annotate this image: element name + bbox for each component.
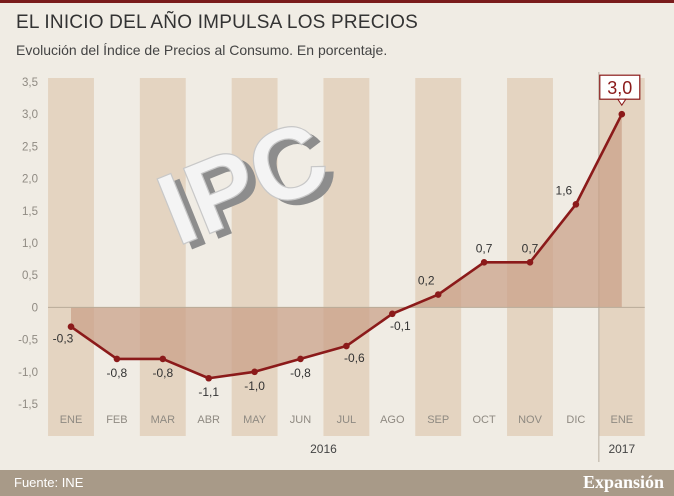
month-label: MAR <box>151 414 176 426</box>
month-label: FEB <box>106 414 127 426</box>
data-point <box>526 259 534 266</box>
month-stripe <box>231 78 278 436</box>
area-shape <box>71 114 622 379</box>
data-point <box>480 259 488 266</box>
data-point <box>434 291 442 298</box>
brand-logo: Expansión <box>582 472 664 492</box>
data-label: 0,7 <box>522 241 539 255</box>
month-label: JUL <box>337 414 357 426</box>
y-tick-label: 0 <box>32 302 38 314</box>
data-point <box>113 355 121 363</box>
ipc-line-chart: IPC IPC 3,53,02,52,01,51,00,50-0,5-1,0-1… <box>18 72 645 462</box>
month-stripe <box>415 78 462 436</box>
y-tick-label: -1,0 <box>18 367 38 379</box>
y-tick-label: 0,5 <box>22 270 38 282</box>
data-point <box>618 110 626 118</box>
y-tick-label: 2,0 <box>22 174 38 186</box>
data-label: -0,8 <box>107 366 128 380</box>
source-note: Fuente: INE <box>14 475 84 490</box>
y-tick-label: -1,5 <box>18 399 38 411</box>
data-label: 1,6 <box>556 183 573 197</box>
month-label: DIC <box>566 414 585 426</box>
data-point <box>297 355 304 363</box>
data-point <box>67 323 75 331</box>
y-tick-label: 1,5 <box>22 206 38 218</box>
data-label: -0,8 <box>290 366 311 380</box>
data-label: -0,6 <box>344 351 365 365</box>
y-tick-label: 3,0 <box>22 109 38 121</box>
data-point <box>205 374 212 382</box>
last-value-callout: 3,0 <box>599 74 641 107</box>
month-stripe <box>139 78 186 436</box>
y-tick-label: 2,5 <box>22 141 38 153</box>
month-label: AGO <box>380 414 405 426</box>
month-stripe <box>323 78 370 436</box>
data-label: 0,7 <box>476 241 493 255</box>
y-axis-ticks: 3,5 3,0 2,5 2,0 1,5 1,0 0,5 0 -0,5 -1,0 -1,5 <box>18 77 38 411</box>
ipc-series-points <box>67 110 626 382</box>
y-tick-label: 1,0 <box>22 238 38 250</box>
month-label: SEP <box>427 414 449 426</box>
year-label: 2016 <box>310 442 337 456</box>
data-label: -1,1 <box>198 385 219 399</box>
data-point <box>572 201 580 208</box>
month-label: ENE <box>610 414 633 426</box>
chart-subtitle: Evolución del Índice de Precios al Consu… <box>16 42 388 58</box>
data-point <box>343 342 350 350</box>
month-label: NOV <box>518 414 543 426</box>
year-label: 2017 <box>608 442 635 456</box>
month-label: OCT <box>472 414 496 426</box>
month-label: ABR <box>197 414 220 426</box>
x-axis-year-labels: 2016 2017 <box>310 442 635 456</box>
last-value-label: 3,0 <box>607 78 632 98</box>
month-stripe <box>48 78 94 436</box>
y-tick-label: -0,5 <box>18 335 38 347</box>
data-label: -0,8 <box>152 366 173 380</box>
last-value-pointer <box>616 98 627 107</box>
footer-bar: Fuente: INE Expansión <box>0 470 674 496</box>
data-label: 0,2 <box>418 274 435 288</box>
y-tick-label: 3,5 <box>22 77 38 89</box>
data-point <box>251 368 258 376</box>
month-label: ENE <box>60 414 83 426</box>
data-label: -0,3 <box>53 332 74 346</box>
chart-title: EL INICIO DEL AÑO IMPULSA LOS PRECIOS <box>16 12 418 33</box>
month-label: JUN <box>290 414 311 426</box>
top-rule <box>0 0 674 3</box>
data-label: -1,0 <box>244 379 265 393</box>
data-label: -0,1 <box>390 319 411 333</box>
data-point <box>389 310 396 318</box>
data-labels: -0,3 -0,8 -0,8 -1,1 -1,0 -0,8 -0,6 -0,1 0,2 0,7 0,… <box>53 183 573 399</box>
area-fill <box>71 114 622 379</box>
x-axis-month-labels: ENE FEB MAR ABR MAY JUN JUL AGO SEP OCT NOV DIC ENE <box>60 414 633 426</box>
month-label: MAY <box>243 414 267 426</box>
data-point <box>159 355 167 363</box>
